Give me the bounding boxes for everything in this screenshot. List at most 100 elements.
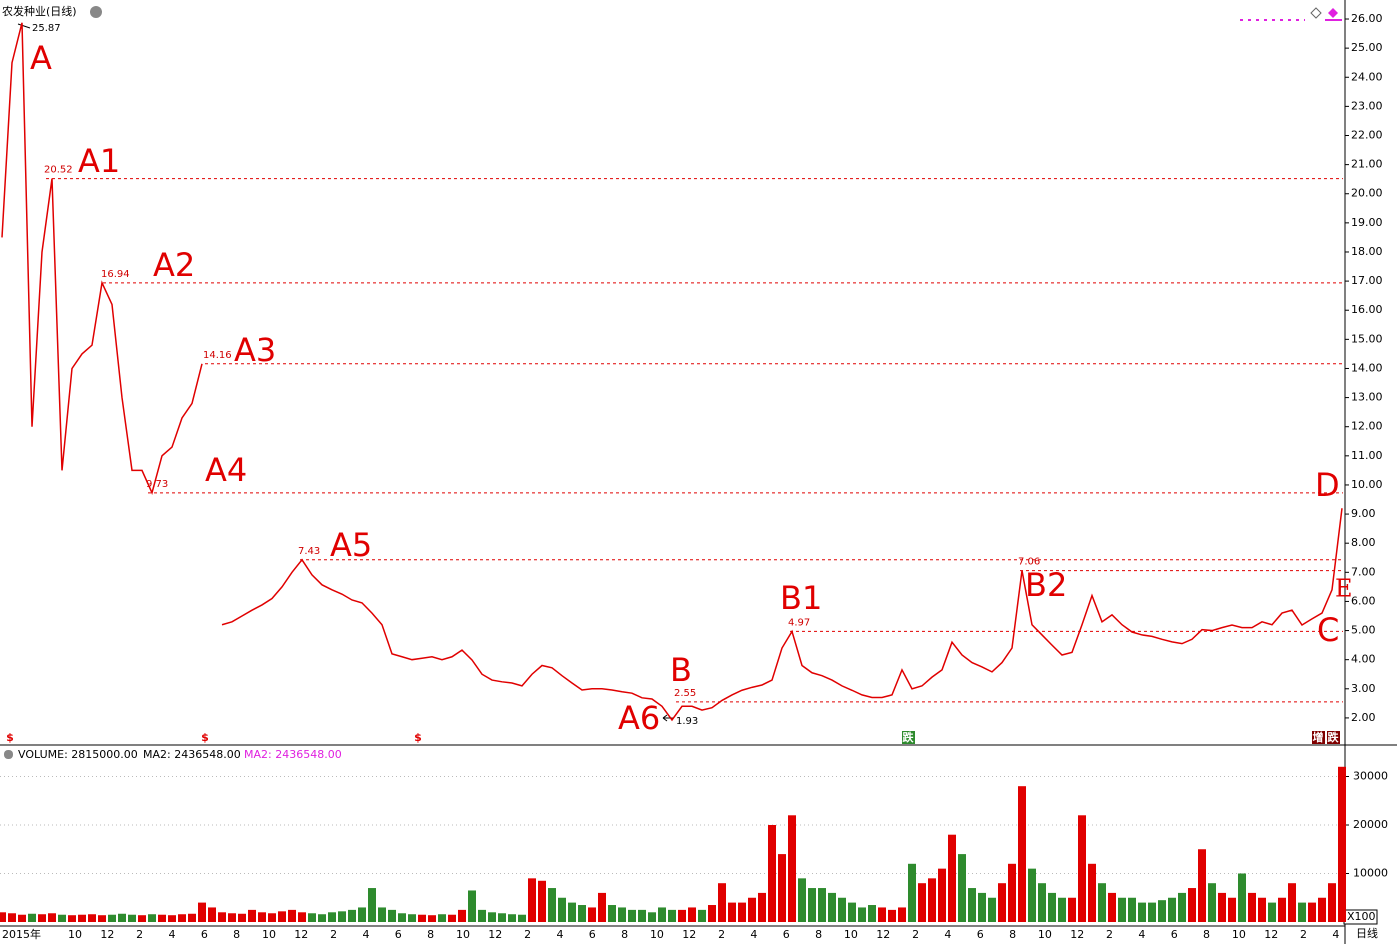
volume-bar xyxy=(108,914,116,922)
volume-bar xyxy=(188,913,196,922)
y-tick-label: 10000 xyxy=(1353,866,1388,879)
volume-icon xyxy=(4,750,13,759)
volume-bar xyxy=(48,913,56,922)
diamond-icon[interactable] xyxy=(1310,7,1322,19)
y-tick-label: 6.00 xyxy=(1351,594,1376,607)
level-label: 14.16 xyxy=(203,350,232,361)
volume-bar xyxy=(608,905,616,922)
x-tick-label: 6 xyxy=(783,928,790,941)
volume-bar xyxy=(948,834,956,922)
volume-bar xyxy=(478,909,486,922)
x-tick-label: 8 xyxy=(233,928,240,941)
volume-bar xyxy=(138,915,146,922)
x-tick-label: 12 xyxy=(488,928,502,941)
wave-label: D xyxy=(1315,466,1340,504)
volume-bar xyxy=(1168,897,1176,922)
volume-bar xyxy=(618,907,626,922)
volume-bar xyxy=(928,878,936,922)
volume-bar xyxy=(38,914,46,922)
y-tick-label: 30000 xyxy=(1353,769,1388,782)
wave-label: A xyxy=(30,39,52,77)
x-tick-label: 4 xyxy=(168,928,175,941)
volume-bar xyxy=(128,914,136,922)
y-tick-label: 16.00 xyxy=(1351,303,1383,316)
volume-bar xyxy=(918,883,926,922)
wave-label: B2 xyxy=(1025,566,1067,604)
x-tick-label: 2 xyxy=(136,928,143,941)
y-tick-label: 5.00 xyxy=(1351,624,1376,637)
volume-bar xyxy=(488,912,496,922)
signal: 跌 xyxy=(903,730,915,744)
volume-bar xyxy=(98,915,106,922)
volume-bar xyxy=(898,907,906,922)
x-tick-label: 12 xyxy=(1264,928,1278,941)
y-tick-label: 8.00 xyxy=(1351,536,1376,549)
y-tick-label: 7.00 xyxy=(1351,565,1376,578)
x-tick-label: 2015年 xyxy=(2,927,41,941)
volume-bar xyxy=(118,913,126,922)
chart-title: 农发种业(日线) xyxy=(2,4,77,18)
volume-bar xyxy=(1268,902,1276,922)
y-tick-label: 21.00 xyxy=(1351,158,1383,171)
high-pointer xyxy=(17,23,31,29)
x-tick-label: 12 xyxy=(682,928,696,941)
volume-legend: VOLUME: 2815000.00 xyxy=(18,748,138,761)
volume-bar xyxy=(1238,873,1246,922)
signal: $ xyxy=(414,731,422,744)
volume-bar xyxy=(368,888,376,922)
volume-bar xyxy=(708,905,716,922)
volume-bar xyxy=(388,909,396,922)
volume-bar xyxy=(748,897,756,922)
volume-bar xyxy=(298,912,306,922)
volume-bar xyxy=(718,883,726,922)
y-tick-label: 10.00 xyxy=(1351,478,1383,491)
volume-bar xyxy=(248,909,256,922)
wave-label: A1 xyxy=(78,142,120,180)
x-tick-label: 10 xyxy=(1038,928,1052,941)
volume-bar xyxy=(1108,892,1116,922)
volume-bar xyxy=(1308,902,1316,922)
y-tick-label: 20000 xyxy=(1353,818,1388,831)
volume-bar xyxy=(908,863,916,922)
volume-bar xyxy=(1318,897,1326,922)
period-label: 日线 xyxy=(1356,926,1378,940)
volume-bar xyxy=(1118,897,1126,922)
level-label: 4.97 xyxy=(788,617,810,628)
volume-bar xyxy=(1298,902,1306,922)
volume-bar xyxy=(498,913,506,922)
volume-bar xyxy=(1068,897,1076,922)
price-line xyxy=(1,22,1343,722)
x-tick-label: 2 xyxy=(524,928,531,941)
volume-bar xyxy=(408,914,416,922)
signal: $ xyxy=(201,731,209,744)
volume-bar xyxy=(598,892,606,922)
high-label: 25.87 xyxy=(32,23,61,34)
volume-bar xyxy=(58,914,66,922)
x-tick-label: 4 xyxy=(944,928,951,941)
volume-bar xyxy=(628,909,636,922)
volume-bar xyxy=(358,907,366,922)
volume-bar xyxy=(238,913,246,922)
volume-bar xyxy=(1008,863,1016,922)
diamond-icon[interactable] xyxy=(1328,8,1338,18)
volume-bar xyxy=(798,878,806,922)
volume-bar xyxy=(1138,902,1146,922)
wave-label: A4 xyxy=(205,451,247,489)
volume-bar xyxy=(318,914,326,922)
volume-bar xyxy=(508,914,516,922)
volume-bar xyxy=(1088,863,1096,922)
volume-bar xyxy=(638,909,646,922)
volume-bar xyxy=(278,911,286,922)
level-label: 16.94 xyxy=(101,269,130,280)
volume-bar xyxy=(468,890,476,922)
x-tick-label: 8 xyxy=(427,928,434,941)
menu-icon[interactable] xyxy=(90,6,102,18)
volume-bar xyxy=(938,868,946,922)
volume-bar xyxy=(258,912,266,922)
x-tick-label: 4 xyxy=(556,928,563,941)
volume-bar xyxy=(1338,766,1346,922)
signal-box xyxy=(1312,731,1325,744)
y-tick-label: 3.00 xyxy=(1351,682,1376,695)
volume-bar xyxy=(838,897,846,922)
signal: 跌 xyxy=(1328,730,1340,744)
